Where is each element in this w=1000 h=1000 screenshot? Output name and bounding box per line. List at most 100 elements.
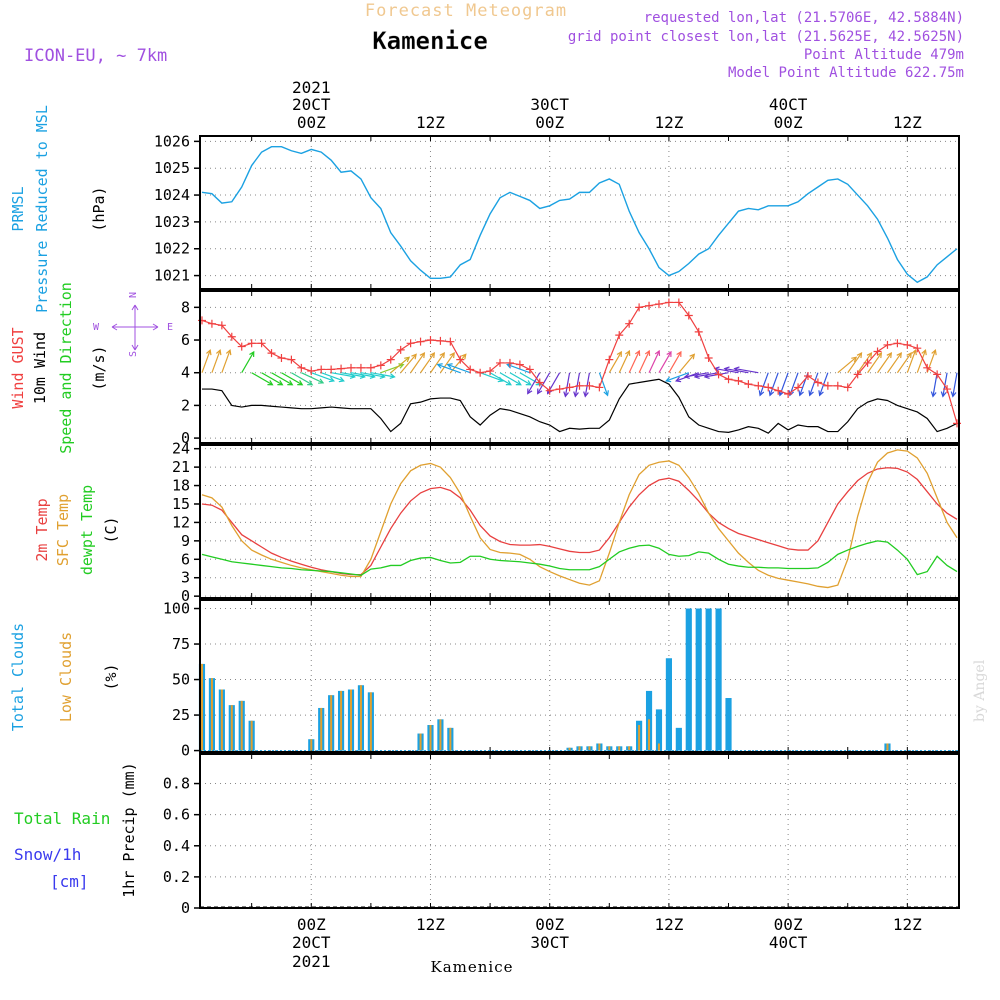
- wind-arrow: [390, 356, 410, 374]
- gust-marker: [505, 358, 514, 367]
- wind-arrow-head: [676, 350, 682, 357]
- ylabel-c: (C): [102, 516, 120, 543]
- y-tick-label: 0.2: [163, 868, 190, 886]
- ylabel-gust: Wind GUST: [9, 327, 27, 408]
- compass-arrows-icon: [111, 304, 159, 351]
- gust-marker: [297, 363, 306, 372]
- wind-arrow-head: [449, 352, 455, 359]
- wind-arrow-head: [297, 380, 304, 386]
- panel-frame: [199, 290, 960, 444]
- bar-total-cloud: [665, 658, 672, 751]
- gust-marker: [823, 381, 832, 390]
- bar-low-cloud: [598, 743, 601, 751]
- wind-arrow-head: [460, 353, 467, 360]
- gust-marker: [426, 336, 435, 345]
- wind-arrow-head: [818, 390, 824, 397]
- y-tick-label: 3: [181, 569, 190, 587]
- compass-e: E: [167, 322, 173, 333]
- wind-arrow-head: [644, 349, 651, 356]
- wind-arrow: [331, 372, 355, 378]
- bar-total-cloud: [725, 698, 732, 751]
- wind-arrow: [658, 351, 672, 374]
- wind-arrow: [251, 372, 273, 386]
- gust-marker: [883, 340, 892, 349]
- bar-low-cloud: [340, 690, 343, 751]
- wind-arrow-head: [851, 356, 858, 363]
- y-tick-label: 75: [172, 635, 190, 653]
- bar-total-cloud: [705, 608, 712, 751]
- wind-arrow: [350, 372, 375, 378]
- y-tick-label: 1022: [154, 240, 190, 258]
- y-tick-label: 0: [181, 429, 190, 447]
- wind-arrow: [420, 352, 435, 374]
- wind-arrow-head: [446, 363, 453, 369]
- bar-low-cloud: [330, 695, 333, 751]
- wind-arrow: [340, 372, 365, 378]
- bar-low-cloud: [220, 689, 223, 751]
- wind-arrow: [301, 372, 324, 384]
- compass-n: N: [128, 292, 139, 298]
- ylabel-precip: 1hr Precip (mm): [120, 762, 138, 897]
- wind-arrow: [509, 372, 532, 386]
- wind-arrow: [618, 350, 630, 373]
- time-label-top: 2021: [292, 78, 331, 97]
- gust-marker: [267, 349, 276, 358]
- gust-marker: [684, 311, 693, 320]
- wind-arrow: [837, 356, 857, 374]
- faded-title: Forecast Meteogram: [365, 1, 567, 21]
- wind-arrow-head: [307, 380, 314, 386]
- wind-arrow-head: [318, 378, 325, 384]
- time-label-bottom: 00Z: [297, 915, 326, 934]
- bar-low-cloud: [608, 746, 611, 751]
- wind-arrow-head: [703, 373, 710, 380]
- gust-marker: [923, 363, 932, 372]
- y-tick-label: 0: [181, 587, 190, 605]
- wind-arrow: [400, 353, 417, 374]
- time-label-bottom: 12Z: [893, 915, 922, 934]
- wind-arrow: [906, 349, 917, 373]
- gridpoint-coords: grid point closest lon,lat (21.5625E, 42…: [568, 29, 964, 45]
- gust-marker: [863, 358, 872, 367]
- compass-w: W: [93, 322, 100, 333]
- wind-arrow: [886, 352, 902, 374]
- gust-marker: [386, 355, 395, 364]
- gust-marker: [943, 385, 952, 394]
- gust-marker: [436, 336, 445, 345]
- compass-rose: N W E S: [93, 292, 173, 357]
- wind-arrow-head: [866, 352, 873, 359]
- gust-marker: [575, 381, 584, 390]
- wind-arrow: [410, 352, 425, 374]
- wind-arrow: [211, 349, 221, 373]
- gust-marker: [337, 364, 346, 373]
- gust-marker: [744, 380, 753, 389]
- watermark: by Angel: [972, 659, 988, 722]
- gust-marker: [555, 385, 564, 394]
- series-line-temp-2: [201, 540, 958, 576]
- wind-arrow-head: [573, 391, 579, 398]
- wind-arrow: [628, 350, 640, 373]
- time-label-bottom: 00Z: [774, 915, 803, 934]
- gust-marker: [903, 340, 912, 349]
- y-tick-label: 1025: [154, 159, 190, 177]
- series-line-prmsl: [201, 146, 958, 284]
- ylabel-low-clouds: Low Clouds: [57, 632, 75, 722]
- wind-arrow: [809, 372, 819, 396]
- temperature-panel: 2m Temp SFC Temp dewpt Temp (C) 03691215…: [33, 440, 960, 605]
- wind-arrow-head: [436, 363, 443, 369]
- wind-arrow: [759, 372, 769, 396]
- wind-arrow: [769, 372, 779, 396]
- wind-arrow-head: [689, 353, 696, 360]
- gust-marker: [535, 378, 544, 387]
- ylabel-prmsl: PRMSL: [9, 186, 27, 231]
- wind-arrow: [668, 351, 682, 374]
- wind-arrow-head: [808, 390, 814, 397]
- clouds-panel: Total Clouds Low Clouds (%) 0 25 50 75 100: [9, 599, 960, 760]
- wind-arrow-head: [693, 373, 700, 380]
- wind-arrow: [608, 351, 622, 374]
- y-tick-label: 1021: [154, 267, 190, 285]
- y-tick-label: 0.4: [163, 837, 190, 855]
- time-label-bottom: 40CT: [769, 933, 808, 952]
- ylabel-ms: (m/s): [90, 345, 108, 390]
- legend-snow-unit: [cm]: [50, 872, 89, 891]
